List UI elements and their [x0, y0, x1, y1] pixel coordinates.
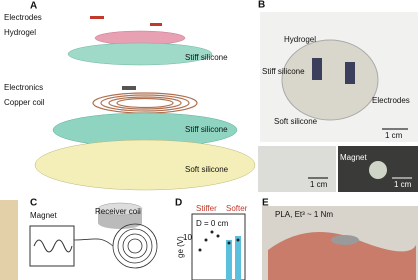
electrode — [90, 16, 104, 19]
panel-label: E — [262, 198, 269, 209]
layer-label: Electronics — [4, 83, 43, 92]
photo — [258, 146, 336, 192]
annotation: Softer — [226, 204, 248, 213]
bar — [235, 236, 241, 280]
soft-silicone-layer — [34, 139, 256, 191]
electronics-chip — [122, 86, 136, 90]
device-photo — [281, 39, 379, 121]
annotation: Stiff silicone — [262, 67, 305, 76]
caption: PLA, Et³ ~ 1 Nm — [275, 210, 333, 219]
layer-label: Electrodes — [4, 13, 42, 22]
copper-coil — [92, 92, 198, 114]
annotation: Soft silicone — [274, 117, 318, 126]
layer-label: Stiff silicone — [185, 53, 228, 62]
annotation: Receiver coil — [95, 207, 141, 216]
panel-label: B — [258, 0, 265, 11]
coil — [112, 223, 158, 269]
electrode — [312, 58, 322, 80]
scale-label: 1 cm — [310, 180, 328, 189]
device-photo — [369, 161, 387, 179]
waveform — [33, 239, 73, 253]
bar — [226, 240, 232, 280]
wire — [73, 238, 114, 247]
device-photo — [331, 235, 359, 245]
annotation: Magnet — [340, 153, 367, 162]
scale-label: 1 cm — [385, 131, 403, 140]
layer-label: Copper coil — [4, 98, 45, 107]
layer-label: Stiff silicone — [185, 125, 228, 134]
annotation: Stiffer — [196, 204, 217, 213]
electrode — [345, 62, 355, 84]
tick-label: 10 — [183, 233, 192, 242]
panel-label: C — [30, 198, 37, 209]
plot-frame — [191, 213, 246, 280]
tissue — [268, 232, 416, 280]
annotation: Electrodes — [372, 96, 410, 105]
points — [198, 230, 240, 252]
side-photo — [0, 200, 18, 280]
oscilloscope — [29, 225, 75, 267]
axis-label: ge (V) — [176, 236, 185, 258]
magnet-top — [97, 202, 143, 216]
panel-label: D — [175, 198, 182, 209]
annotation: D = 0 cm — [196, 219, 229, 228]
annotation: Hydrogel — [284, 35, 316, 44]
stiff-silicone-layer — [67, 42, 213, 66]
scale-label: 1 cm — [394, 180, 412, 189]
layer-label: Magnet — [30, 211, 57, 220]
electrode — [150, 23, 162, 26]
layer-label: Hydrogel — [4, 28, 36, 37]
layer-label: Soft silicone — [185, 165, 229, 174]
panel-label: A — [30, 1, 37, 12]
